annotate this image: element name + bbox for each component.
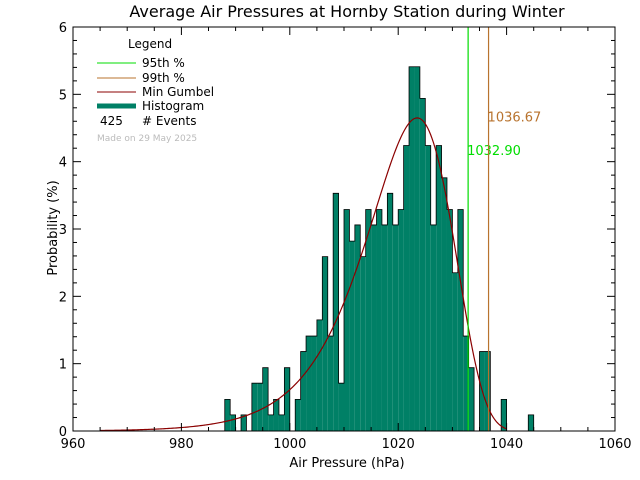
x-tick-label: 1000 [273, 437, 306, 452]
histogram-bar [230, 414, 236, 431]
threshold-label-95th: 1032.90 [467, 144, 521, 159]
histogram-bar [381, 224, 388, 431]
histogram-bar [463, 336, 469, 431]
histogram-bar [273, 399, 279, 431]
x-tick-label: 1040 [490, 437, 523, 452]
plot-area: 1032.90 1036.67 960 980 1000 1020 1040 1060 0 1 2 3… [59, 21, 632, 452]
y-axis-label: Probability (%) [46, 180, 61, 275]
x-tick-label: 1020 [382, 437, 415, 452]
histogram-bar [409, 66, 415, 431]
x-tick-label: 980 [169, 437, 194, 452]
histogram-bar [392, 224, 399, 431]
y-tick-label: 4 [59, 156, 67, 171]
legend: Legend 95th % 99th % Min Gumbel Histogra… [97, 37, 214, 144]
histogram-bar [295, 399, 301, 431]
histogram-bar [446, 209, 453, 431]
histogram-bar [268, 414, 274, 431]
histogram-bar [501, 399, 507, 431]
histogram-bar [360, 256, 366, 431]
y-tick-label: 6 [59, 21, 67, 36]
histogram-bar [278, 414, 285, 431]
histogram-bar [403, 145, 410, 431]
x-tick-label: 960 [61, 437, 86, 452]
histogram-bar [349, 241, 355, 431]
histogram-bar [419, 98, 426, 432]
histogram-bar [327, 336, 334, 431]
histogram-bar [371, 224, 377, 431]
chart-title: Average Air Pressures at Hornby Station … [129, 2, 565, 21]
histogram-bar [251, 383, 258, 431]
histogram-bar [333, 193, 339, 431]
histogram-bar [311, 336, 317, 431]
threshold-label-99th: 1036.67 [488, 110, 542, 125]
legend-events-count: 425 [100, 114, 123, 128]
histogram-bar [241, 414, 247, 431]
histogram-bar [398, 209, 404, 431]
y-tick-label: 5 [59, 88, 67, 103]
histogram-bar [338, 383, 344, 431]
y-tick-label: 0 [59, 425, 67, 440]
histogram-bar [441, 177, 447, 431]
legend-events-label: # Events [142, 114, 197, 128]
histogram-bar [376, 209, 382, 431]
x-axis-label: Air Pressure (hPa) [289, 456, 404, 471]
histogram-bar [257, 383, 263, 431]
x-tick-label: 1060 [598, 437, 631, 452]
histogram-bar [284, 367, 290, 431]
histogram-bar [414, 66, 420, 431]
legend-label-95th: 95th % [142, 56, 185, 70]
legend-label-histogram: Histogram [142, 99, 204, 113]
histogram-bar [300, 351, 307, 431]
gumbel-curve [100, 117, 507, 432]
histogram-bar [468, 367, 475, 431]
histogram-bar [425, 145, 431, 431]
legend-label-99th: 99th % [142, 71, 185, 85]
histogram-bar [344, 209, 350, 431]
y-tick-label: 2 [59, 290, 67, 305]
legend-title: Legend [128, 37, 172, 51]
histogram-bar [316, 319, 323, 431]
y-tick-label: 3 [59, 223, 67, 238]
histogram-bar [224, 399, 231, 431]
legend-label-gumbel: Min Gumbel [142, 85, 214, 99]
histogram-bar [484, 351, 491, 431]
made-on-note: Made on 29 May 2025 [97, 134, 197, 144]
histogram-bar [306, 336, 312, 431]
y-tick-label: 1 [59, 358, 67, 373]
histogram-bar [354, 224, 361, 431]
histogram-bar [528, 414, 534, 431]
histogram-bar [262, 367, 269, 431]
histogram-bar [436, 145, 442, 431]
histogram-bar [430, 224, 437, 431]
histogram-bar [452, 272, 458, 431]
histogram-bar [387, 193, 393, 431]
histogram-bar [457, 209, 464, 431]
histogram-bar [365, 209, 372, 431]
